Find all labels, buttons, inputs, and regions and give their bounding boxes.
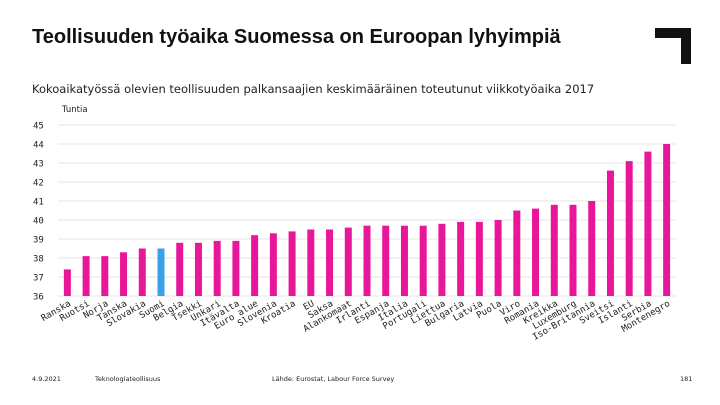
bar (101, 256, 109, 296)
bar (644, 151, 652, 296)
bar (82, 256, 90, 296)
y-tick-label: 37 (33, 274, 44, 284)
y-tick-label: 41 (33, 198, 44, 208)
bar (326, 229, 334, 296)
footer-source: Lähde: Eurostat, Labour Force Survey (272, 375, 395, 383)
y-tick-label: 45 (33, 122, 44, 132)
bar (232, 240, 240, 296)
brand-logo-icon (655, 28, 691, 64)
bar (176, 242, 184, 296)
bar (663, 144, 671, 296)
y-tick-label: 40 (33, 217, 44, 227)
bar (157, 248, 165, 296)
bar (419, 225, 427, 296)
bar (494, 220, 502, 296)
y-tick-label: 38 (33, 255, 44, 265)
footer-date: 4.9.2021 (32, 375, 61, 383)
bar (63, 269, 71, 296)
bar (400, 225, 408, 296)
footer-page-number: 181 (680, 375, 693, 383)
bar (532, 208, 540, 296)
bar (288, 231, 296, 296)
y-tick-label: 36 (33, 293, 44, 303)
bar (475, 221, 483, 296)
bar (625, 161, 633, 296)
bar (457, 221, 465, 296)
bar (513, 210, 521, 296)
bar (213, 240, 221, 296)
bar (307, 229, 315, 296)
y-tick-label: 43 (33, 160, 44, 170)
bar (138, 248, 146, 296)
bar (438, 223, 446, 296)
bar (569, 204, 577, 296)
bar-chart: Tuntia36373839404142434445RanskaRuotsiNo… (33, 105, 676, 343)
bar (120, 252, 128, 296)
chart-subtitle: Kokoaikatyössä olevien teollisuuden palk… (32, 82, 595, 96)
bar (382, 225, 390, 296)
bar (251, 235, 259, 296)
footer-organization: Teknologiateollisuus (95, 375, 161, 383)
page-title: Teollisuuden työaika Suomessa on Euroopa… (32, 26, 561, 48)
bar (194, 242, 202, 296)
bar (606, 170, 614, 296)
bar (550, 204, 558, 296)
bar (363, 225, 371, 296)
bar (344, 227, 352, 296)
bar (269, 233, 277, 296)
y-tick-label: 39 (33, 236, 44, 246)
y-tick-label: 42 (33, 179, 44, 189)
bar (588, 201, 596, 296)
x-tick-label: EU (302, 299, 316, 313)
y-tick-label: 44 (33, 141, 44, 151)
y-axis-label: Tuntia (61, 105, 88, 115)
